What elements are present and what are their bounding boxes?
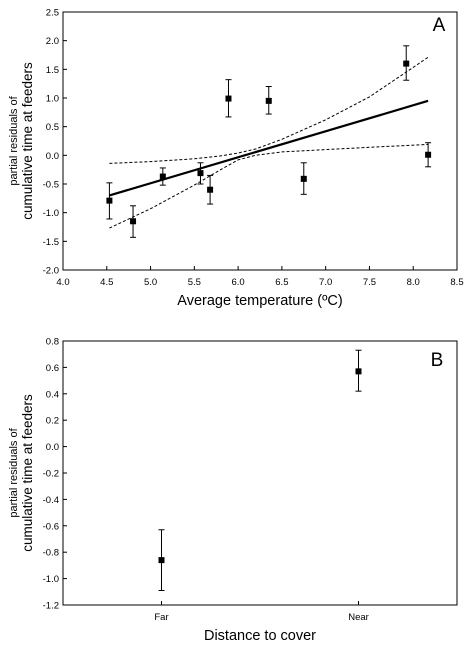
- x-tick-label-a: 7.5: [363, 277, 376, 288]
- y-tick-label-b: 0.6: [46, 363, 59, 374]
- y-axis-title-b-line1: partial residuals of: [8, 427, 20, 517]
- panel-label-a: A: [433, 15, 446, 36]
- y-tick-label-a: 1.0: [46, 94, 59, 105]
- panel-b: Far Near -1.2 -1.0 -0.8 -0.6 -0.4 -0.2 0.0 0.2 0.…: [8, 337, 458, 644]
- x-axis-title-b: Distance to cover: [204, 628, 316, 644]
- x-tick-label-a: 6.0: [232, 277, 245, 288]
- data-point-a: [106, 197, 113, 204]
- plot-area-b: [62, 340, 458, 606]
- x-axis-title-a: Average temperature (ºC): [177, 293, 342, 309]
- tick-marks-a: [62, 11, 458, 271]
- y-tick-label-a: 1.5: [46, 65, 59, 76]
- x-tick-labels-b: Far Near: [154, 612, 368, 623]
- y-tick-label-a: -2.0: [43, 266, 59, 277]
- data-point-b: [355, 368, 362, 375]
- data-point-a: [130, 218, 137, 225]
- y-tick-label-a: -1.5: [43, 237, 59, 248]
- y-tick-label-a: -1.0: [43, 208, 59, 219]
- y-tick-label-a: 0.0: [46, 151, 59, 162]
- ci-lower-line: [109, 143, 429, 229]
- x-tick-label-a: 8.5: [450, 277, 463, 288]
- data-point-a: [225, 95, 232, 102]
- x-tick-label-b: Near: [348, 612, 369, 623]
- y-tick-label-b: 0.8: [46, 337, 59, 348]
- data-point-a: [207, 186, 214, 193]
- x-tick-label-a: 4.0: [56, 277, 69, 288]
- y-axis-title-a-line2: cumulative time at feeders: [20, 62, 35, 220]
- y-tick-label-b: -0.2: [43, 469, 59, 480]
- data-point-a: [300, 175, 307, 182]
- x-tick-label-b: Far: [154, 612, 168, 623]
- y-tick-label-b: -1.2: [43, 601, 59, 612]
- y-tick-label-a: 0.5: [46, 122, 59, 133]
- data-point-a: [159, 173, 166, 180]
- ci-upper-line: [109, 56, 429, 164]
- x-tick-label-a: 5.5: [188, 277, 201, 288]
- x-tick-label-a: 6.5: [275, 277, 288, 288]
- y-tick-label-b: -1.0: [43, 574, 59, 585]
- y-tick-label-b: 0.2: [46, 416, 59, 427]
- y-tick-label-b: -0.6: [43, 521, 59, 532]
- data-point-a: [197, 170, 204, 177]
- plot-area-a: [62, 11, 458, 271]
- y-tick-label-b: -0.8: [43, 548, 59, 559]
- y-axis-title-b-line2: cumulative time at feeders: [20, 394, 35, 552]
- y-tick-label-a: 2.0: [46, 36, 59, 47]
- x-tick-label-a: 4.5: [100, 277, 113, 288]
- y-tick-label-b: 0.4: [46, 389, 59, 400]
- y-axis-title-a-line1: partial residuals of: [8, 95, 20, 185]
- y-tick-label-a: 2.5: [46, 8, 59, 19]
- data-point-a: [403, 60, 410, 67]
- data-marks-a: [106, 45, 432, 238]
- x-tick-label-a: 5.0: [144, 277, 157, 288]
- y-tick-label-a: -0.5: [43, 180, 59, 191]
- data-point-a: [265, 97, 272, 104]
- panel-label-b: B: [431, 350, 444, 371]
- data-marks-b: [158, 349, 362, 591]
- x-tick-label-a: 8.0: [407, 277, 420, 288]
- data-point-a: [425, 151, 432, 158]
- y-tick-label-b: -0.4: [43, 495, 59, 506]
- x-tick-label-a: 7.0: [319, 277, 332, 288]
- y-tick-label-b: 0.0: [46, 442, 59, 453]
- y-tick-labels-b: -1.2 -1.0 -0.8 -0.6 -0.4 -0.2 0.0 0.2 0.4 0.6 0.8: [43, 337, 59, 612]
- x-tick-labels-a: 4.0 4.5 5.0 5.5 6.0 6.5 7.0 7.5 8.0 8.5: [56, 277, 463, 288]
- regression-line: [109, 99, 429, 197]
- y-tick-labels-a: -2.0 -1.5 -1.0 -0.5 0.0 0.5 1.0 1.5 2.0 2.5: [43, 8, 59, 277]
- tick-marks-b: [63, 340, 359, 606]
- data-point-b: [158, 557, 165, 564]
- panel-a: 4.0 4.5 5.0 5.5 6.0 6.5 7.0 7.5 8.0 8.5 -2.0-1.5-…: [8, 8, 464, 310]
